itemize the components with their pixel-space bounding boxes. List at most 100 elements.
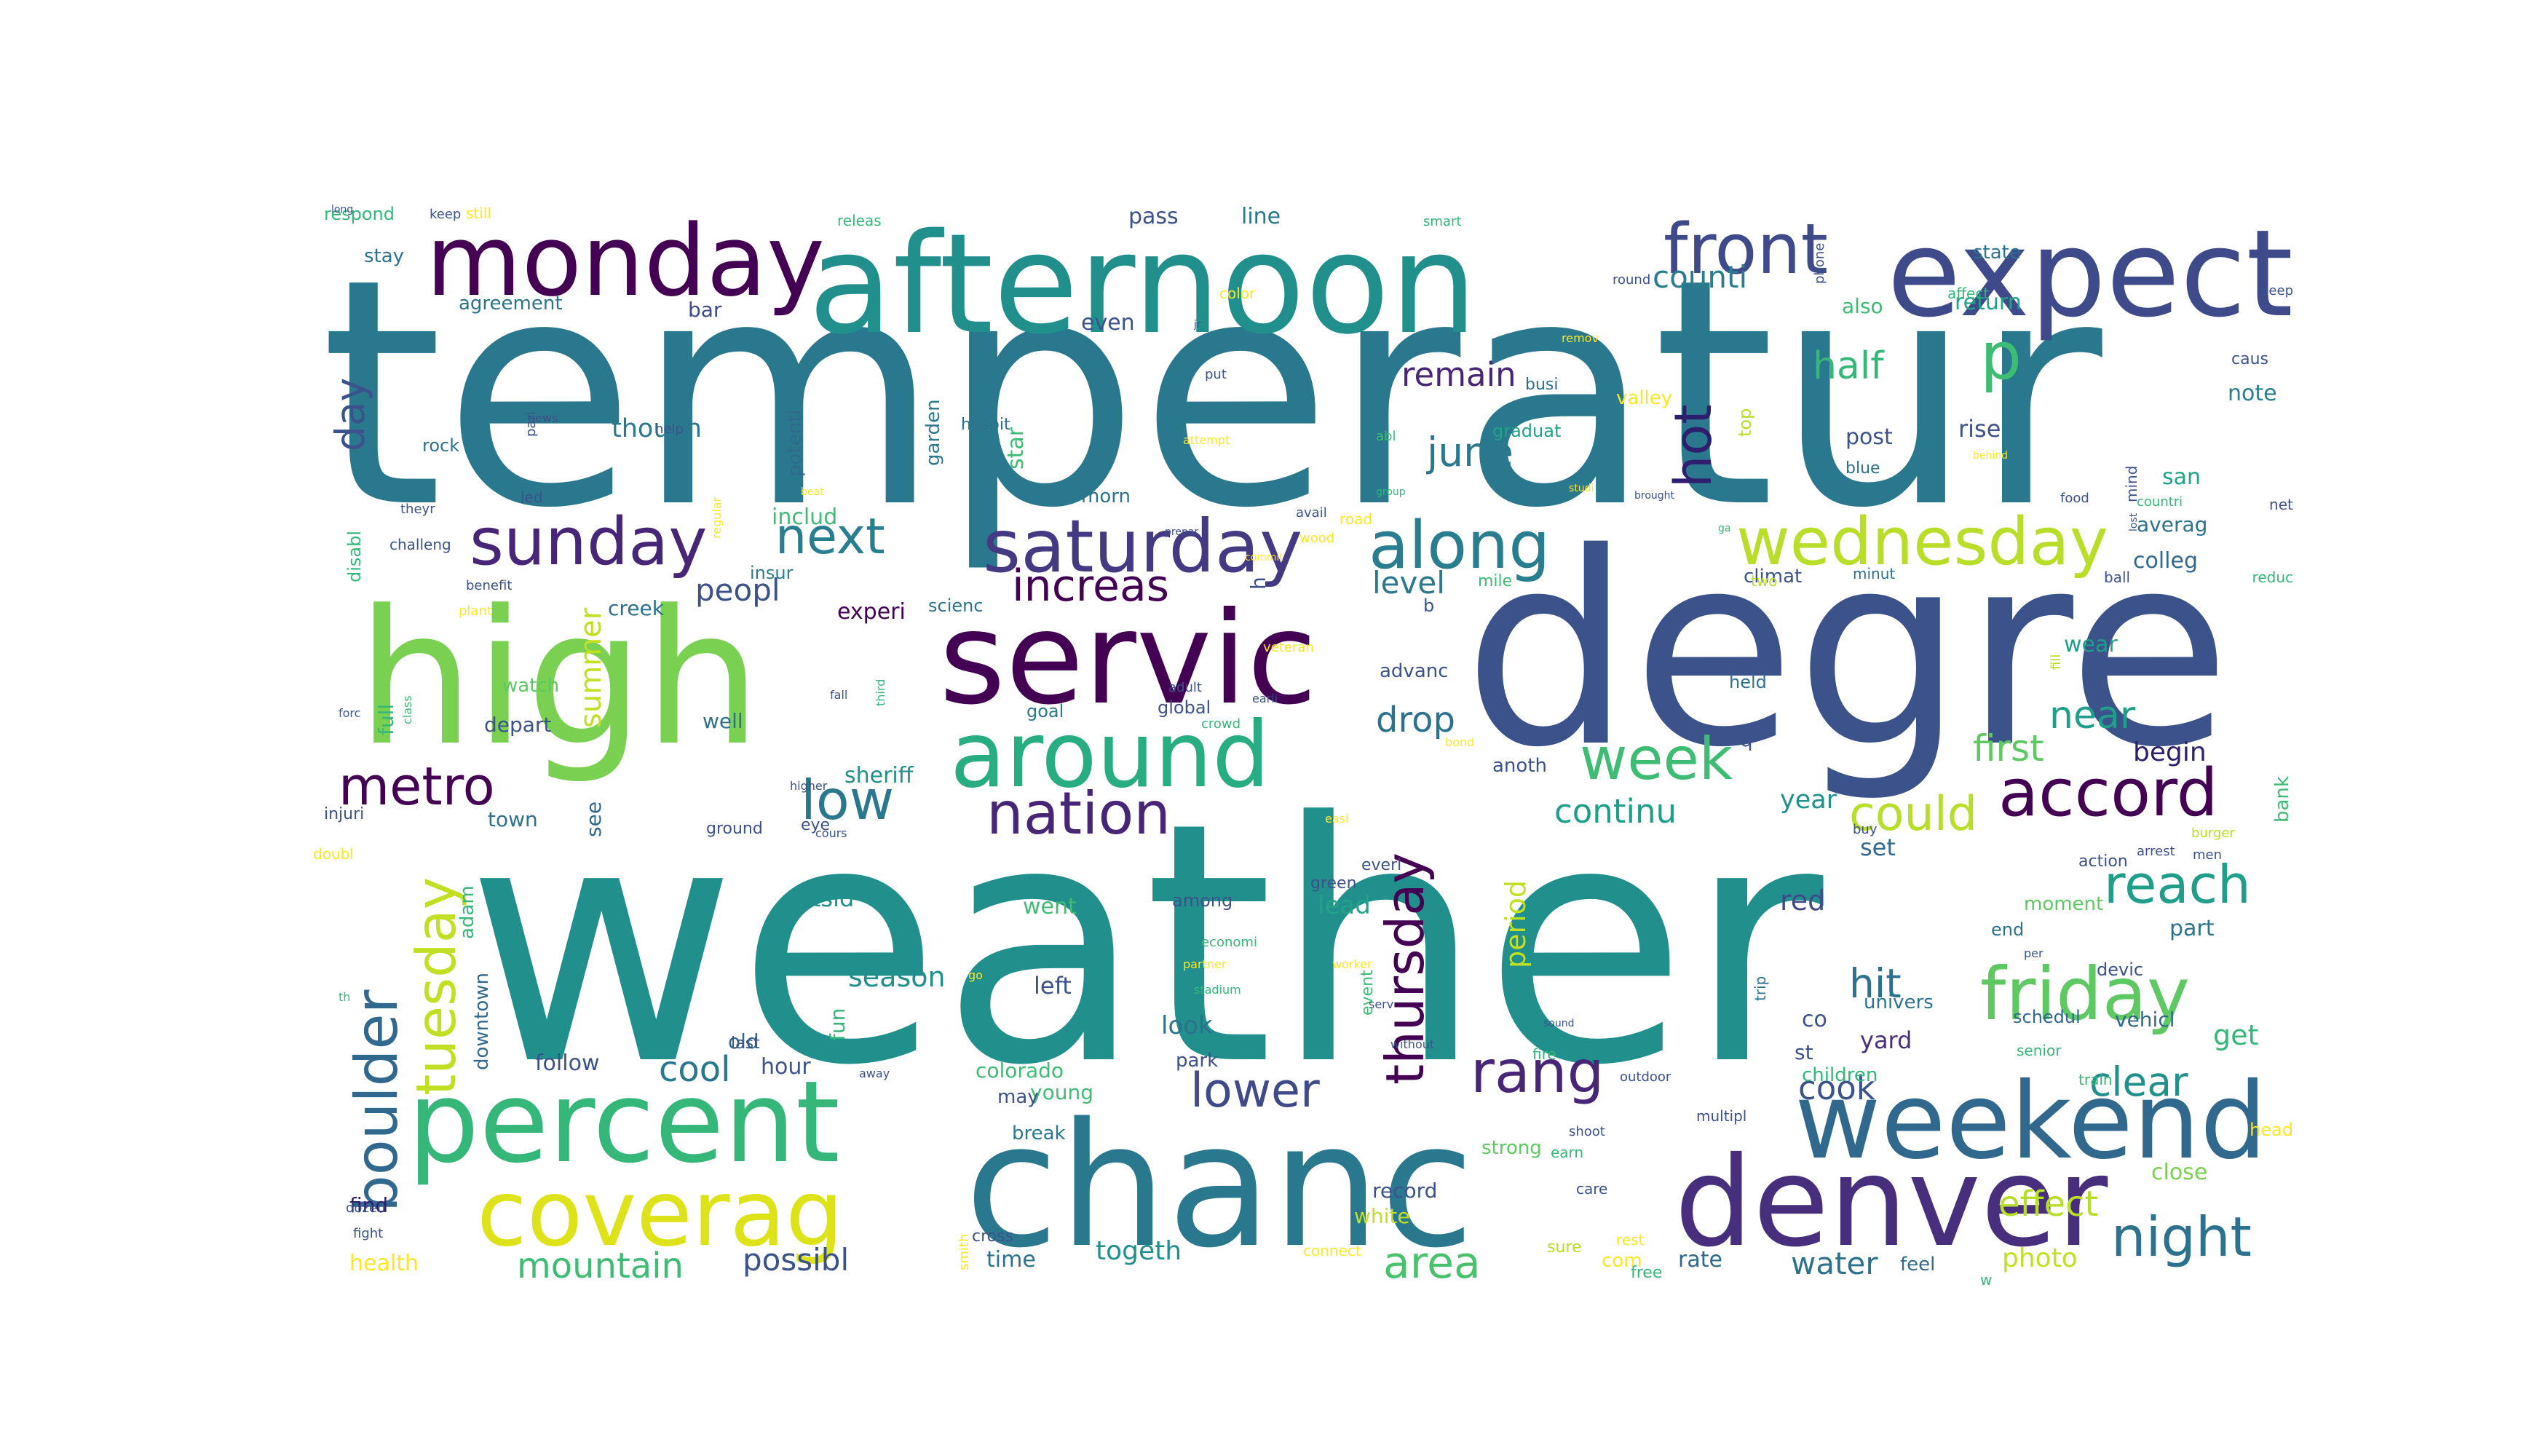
word: morn (1081, 486, 1131, 507)
word: colleg (2133, 548, 2198, 574)
word: mile (1478, 572, 1512, 590)
word: head (2250, 1120, 2293, 1140)
word: rate (1678, 1247, 1722, 1273)
word: return (1955, 290, 2022, 315)
word: boulder (343, 989, 411, 1212)
word: agreement (459, 293, 563, 314)
word: pari (523, 411, 539, 437)
word: cool (659, 1049, 730, 1090)
word: easi (1325, 812, 1348, 826)
word: season (848, 961, 946, 993)
word: schedul (2013, 1007, 2081, 1027)
word: train (2078, 1071, 2113, 1088)
word: part (2169, 916, 2215, 941)
word: photo (2002, 1243, 2078, 1273)
word: peopl (695, 572, 780, 608)
word: next (775, 508, 885, 566)
word: univers (1864, 992, 1934, 1013)
word: caus (2231, 350, 2268, 368)
word: food (2060, 491, 2089, 506)
word: water (1791, 1246, 1878, 1281)
word: beat (801, 486, 824, 498)
word: bank (2271, 776, 2293, 823)
word: degre (1463, 496, 2231, 806)
word: goal (1026, 701, 1064, 721)
word: level (1372, 565, 1445, 601)
word: half (1813, 344, 1885, 388)
word: near (2049, 694, 2136, 737)
word: rise (1958, 415, 2001, 443)
word: end (1991, 919, 2024, 940)
word: studi (1569, 483, 1594, 494)
word: san (2162, 464, 2201, 490)
word: two (1751, 572, 1777, 590)
word: time (986, 1247, 1036, 1273)
word: watch (502, 675, 559, 697)
word: respond (324, 204, 395, 224)
word: last (731, 1034, 760, 1053)
word: thursday (1374, 852, 1436, 1085)
word: june (1426, 429, 1514, 475)
word: period (1500, 880, 1532, 968)
word: friday (1980, 951, 2190, 1037)
word: releas (837, 212, 882, 229)
word: old (728, 1029, 759, 1053)
word: find (349, 1193, 388, 1217)
word: event (1358, 970, 1377, 1016)
word: record (1372, 1179, 1437, 1203)
word: abl (1376, 429, 1396, 444)
word: climat (1744, 566, 1802, 587)
word: attempt (1183, 433, 1230, 447)
word: insur (750, 563, 794, 583)
word: serv (1369, 997, 1393, 1011)
word: crowd (1201, 716, 1241, 732)
word: togeth (1096, 1236, 1182, 1266)
word: put (1205, 367, 1227, 382)
word: free (1631, 1264, 1662, 1282)
word: vehicl (2115, 1008, 2175, 1032)
word: connect (1303, 1242, 1361, 1259)
word: ground (706, 820, 763, 838)
word: star (1003, 427, 1029, 470)
word: b (1423, 596, 1434, 616)
word: summer (574, 607, 608, 728)
word: dozen (346, 1200, 385, 1216)
word: earn (1551, 1144, 1583, 1161)
word: coverag (477, 1161, 843, 1267)
word: arrest (2137, 844, 2175, 859)
word: chanc (965, 1087, 1474, 1286)
word: sound (1543, 1018, 1575, 1029)
word: q (1740, 727, 1753, 751)
word: stay (364, 245, 404, 267)
word: adult (1168, 680, 1202, 695)
word: week (1580, 725, 1733, 793)
word: clear (2089, 1059, 2188, 1105)
word: st (1795, 1040, 1813, 1064)
word: effect (1998, 1184, 2098, 1224)
word: men (2193, 847, 2222, 863)
word: road (1340, 510, 1372, 528)
word: wear (2064, 632, 2118, 657)
word: hit (1849, 960, 1902, 1007)
word: yard (1860, 1026, 1912, 1054)
word: temperatur (320, 213, 2105, 577)
word: afternoon (808, 204, 1477, 365)
word: low (801, 768, 894, 832)
word: children (1802, 1064, 1878, 1086)
word: deep (2260, 283, 2293, 298)
word: jr (1193, 319, 1201, 331)
word: advanc (1380, 660, 1449, 682)
word: devic (2097, 960, 2143, 980)
word: worker (1332, 957, 1372, 971)
word: nation (986, 780, 1171, 847)
word: forc (339, 706, 360, 720)
word: stadium (1194, 983, 1241, 997)
word: benefit (466, 578, 512, 593)
word: reduc (2252, 569, 2293, 586)
word: saturday (983, 504, 1302, 589)
word: creek (608, 596, 665, 620)
word: also (1842, 294, 1883, 318)
word: high (357, 571, 761, 787)
word: news (528, 411, 558, 425)
word: higher (790, 779, 828, 793)
